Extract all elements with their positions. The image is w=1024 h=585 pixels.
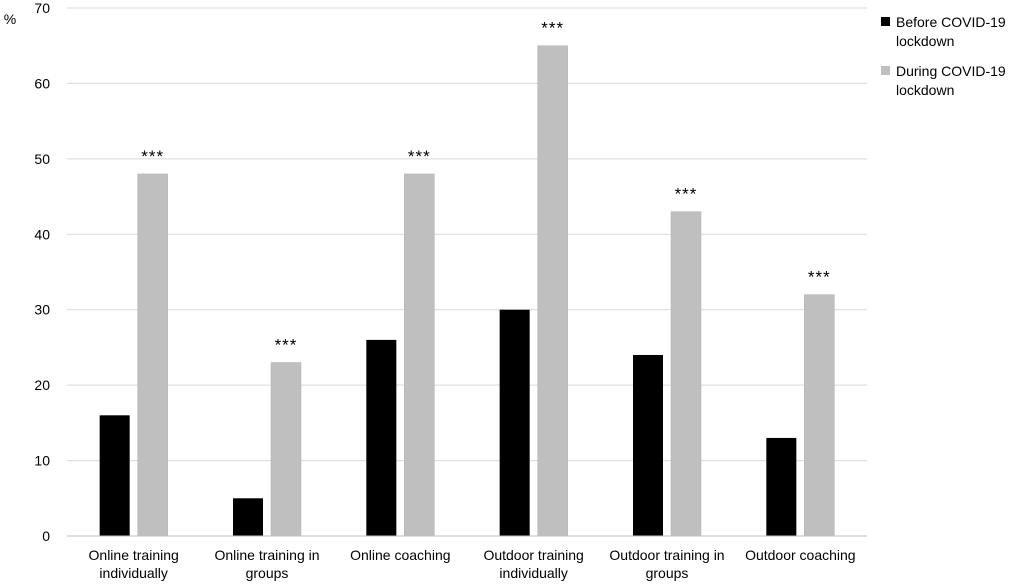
y-axis: 0 10 20 30 40 50 60 70% — [4, 0, 50, 544]
y-tick-label: 60 — [34, 75, 50, 91]
y-tick-label: 30 — [34, 302, 50, 318]
bar-during-3 — [537, 45, 568, 537]
y-tick-label: 50 — [34, 151, 50, 167]
significance-annotations: *** *** *** *** *** *** — [141, 19, 831, 355]
x-category-label: Outdoor training individually — [483, 547, 583, 581]
significance-label: *** — [141, 147, 164, 166]
bar-before-5 — [766, 437, 797, 536]
significance-label: *** — [275, 336, 298, 355]
y-tick-label: 40 — [34, 226, 50, 242]
legend-swatch-during — [881, 66, 890, 75]
significance-label: *** — [808, 268, 831, 287]
bar-before-1 — [233, 498, 263, 536]
bar-during-4 — [670, 211, 702, 537]
y-tick-label: 70 — [34, 0, 50, 16]
bar-before-3 — [499, 309, 530, 536]
x-category-label: Outdoor training in groups — [609, 547, 724, 581]
x-category-label: Online coaching — [350, 547, 450, 563]
bar-during-5 — [804, 294, 835, 537]
y-tick-label: 0 — [42, 528, 50, 544]
significance-label: *** — [675, 185, 698, 204]
y-tick-label: 20 — [34, 377, 50, 393]
x-category-label: Online training in groups — [214, 547, 319, 581]
gridlines — [67, 7, 867, 462]
legend-label-during: During COVID-19 lockdown — [896, 63, 1006, 98]
x-axis: Online training individually Online traini… — [67, 535, 867, 581]
bars — [99, 45, 835, 537]
bar-during-2 — [404, 173, 435, 537]
bar-during-0 — [137, 173, 168, 537]
significance-label: *** — [408, 147, 431, 166]
y-tick-label: 10 — [34, 453, 50, 469]
legend: Before COVID-19 lockdown During COVID-19 lo… — [881, 14, 1006, 98]
bar-before-0 — [99, 415, 130, 536]
x-category-label: Online training individually — [89, 547, 179, 581]
bar-before-4 — [633, 354, 663, 536]
bar-before-2 — [366, 339, 397, 536]
legend-label-before: Before COVID-19 lockdown — [896, 14, 1006, 49]
x-category-label: Outdoor coaching — [745, 547, 856, 563]
bar-during-1 — [270, 362, 302, 537]
y-unit-label: % — [4, 11, 16, 27]
significance-label: *** — [541, 19, 564, 38]
legend-swatch-before — [881, 17, 890, 26]
